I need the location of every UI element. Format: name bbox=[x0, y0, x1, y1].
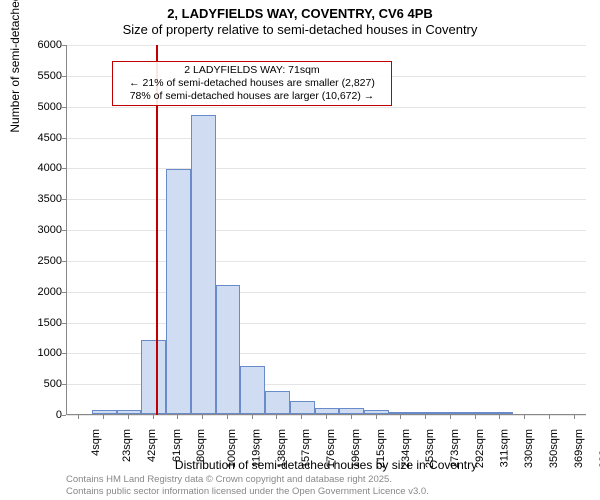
ytick-label: 6000 bbox=[22, 39, 62, 51]
histogram-bar bbox=[389, 412, 414, 414]
ytick-label: 2000 bbox=[22, 286, 62, 298]
histogram-bar bbox=[191, 115, 216, 414]
histogram-bar bbox=[166, 169, 191, 414]
ytick-label: 3000 bbox=[22, 224, 62, 236]
annotation-line3: 78% of semi-detached houses are larger (… bbox=[117, 90, 387, 103]
annotation-line2: ← 21% of semi-detached houses are smalle… bbox=[117, 77, 387, 90]
xtick-mark bbox=[425, 415, 426, 419]
histogram-bar bbox=[117, 410, 142, 414]
histogram-bar bbox=[141, 340, 166, 414]
xtick-mark bbox=[326, 415, 327, 419]
xtick-label: 350sqm bbox=[548, 429, 560, 468]
footnote: Contains HM Land Registry data © Crown c… bbox=[66, 474, 429, 497]
xtick-label: 196sqm bbox=[350, 429, 362, 468]
chart-title-line1: 2, LADYFIELDS WAY, COVENTRY, CV6 4PB bbox=[0, 6, 600, 21]
ytick-mark bbox=[62, 45, 66, 46]
ytick-mark bbox=[62, 415, 66, 416]
xtick-mark bbox=[153, 415, 154, 419]
xtick-label: 4sqm bbox=[90, 429, 102, 456]
xtick-mark bbox=[252, 415, 253, 419]
xtick-label: 253sqm bbox=[424, 429, 436, 468]
ytick-mark bbox=[62, 230, 66, 231]
xtick-mark bbox=[177, 415, 178, 419]
histogram-bar bbox=[488, 412, 513, 414]
ytick-mark bbox=[62, 292, 66, 293]
xtick-mark bbox=[227, 415, 228, 419]
histogram-bar bbox=[265, 391, 290, 414]
ytick-label: 2500 bbox=[22, 255, 62, 267]
footnote-line2: Contains public sector information licen… bbox=[66, 486, 429, 497]
xtick-mark bbox=[475, 415, 476, 419]
xtick-mark bbox=[276, 415, 277, 419]
histogram-bar bbox=[290, 401, 315, 414]
xtick-mark bbox=[351, 415, 352, 419]
xtick-label: 234sqm bbox=[400, 429, 412, 468]
xtick-label: 100sqm bbox=[226, 429, 238, 468]
xtick-label: 23sqm bbox=[121, 429, 133, 462]
xtick-mark bbox=[78, 415, 79, 419]
annotation-line1: 2 LADYFIELDS WAY: 71sqm bbox=[117, 64, 387, 77]
xtick-label: 176sqm bbox=[325, 429, 337, 468]
y-axis-label: Number of semi-detached properties bbox=[8, 0, 22, 133]
chart-title-line2: Size of property relative to semi-detach… bbox=[0, 22, 600, 37]
xtick-label: 369sqm bbox=[573, 429, 585, 468]
histogram-bar bbox=[339, 408, 364, 414]
ytick-label: 500 bbox=[22, 378, 62, 390]
histogram-bar bbox=[240, 366, 265, 414]
ytick-mark bbox=[62, 138, 66, 139]
ytick-mark bbox=[62, 353, 66, 354]
xtick-label: 80sqm bbox=[195, 429, 207, 462]
ytick-label: 5500 bbox=[22, 70, 62, 82]
histogram-bar bbox=[315, 408, 340, 414]
xtick-label: 330sqm bbox=[523, 429, 535, 468]
ytick-label: 1000 bbox=[22, 347, 62, 359]
xtick-label: 292sqm bbox=[474, 429, 486, 468]
xtick-mark bbox=[202, 415, 203, 419]
xtick-label: 119sqm bbox=[250, 429, 262, 467]
annotation-box: 2 LADYFIELDS WAY: 71sqm ← 21% of semi-de… bbox=[112, 61, 392, 106]
xtick-mark bbox=[400, 415, 401, 419]
xtick-label: 157sqm bbox=[301, 429, 313, 468]
xtick-label: 61sqm bbox=[171, 429, 183, 462]
ytick-mark bbox=[62, 261, 66, 262]
ytick-label: 1500 bbox=[22, 317, 62, 329]
xtick-mark bbox=[524, 415, 525, 419]
xtick-mark bbox=[376, 415, 377, 419]
xtick-label: 273sqm bbox=[449, 429, 461, 468]
footnote-line1: Contains HM Land Registry data © Crown c… bbox=[66, 474, 429, 485]
ytick-label: 4000 bbox=[22, 162, 62, 174]
xtick-mark bbox=[450, 415, 451, 419]
ytick-mark bbox=[62, 76, 66, 77]
xtick-mark bbox=[301, 415, 302, 419]
ytick-label: 5000 bbox=[22, 101, 62, 113]
chart-container: { "chart": { "type": "histogram", "title… bbox=[0, 0, 600, 500]
ytick-label: 3500 bbox=[22, 193, 62, 205]
xtick-mark bbox=[103, 415, 104, 419]
xtick-label: 138sqm bbox=[276, 429, 288, 468]
xtick-mark bbox=[574, 415, 575, 419]
histogram-bar bbox=[438, 412, 463, 414]
xtick-label: 42sqm bbox=[146, 429, 158, 462]
histogram-bar bbox=[364, 410, 389, 414]
histogram-bar bbox=[216, 285, 241, 415]
ytick-label: 4500 bbox=[22, 132, 62, 144]
histogram-bar bbox=[414, 412, 439, 414]
ytick-mark bbox=[62, 323, 66, 324]
xtick-label: 215sqm bbox=[375, 429, 387, 468]
xtick-label: 311sqm bbox=[498, 429, 510, 467]
ytick-mark bbox=[62, 107, 66, 108]
histogram-bar bbox=[92, 410, 117, 414]
xtick-mark bbox=[499, 415, 500, 419]
ytick-mark bbox=[62, 168, 66, 169]
ytick-mark bbox=[62, 199, 66, 200]
xtick-mark bbox=[549, 415, 550, 419]
ytick-mark bbox=[62, 384, 66, 385]
ytick-label: 0 bbox=[22, 409, 62, 421]
histogram-bar bbox=[463, 412, 488, 414]
xtick-mark bbox=[128, 415, 129, 419]
